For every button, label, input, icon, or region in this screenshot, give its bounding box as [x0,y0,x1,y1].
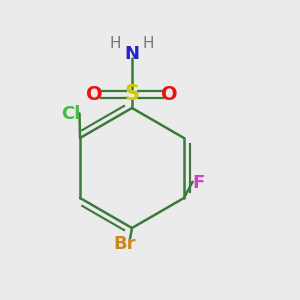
Text: Br: Br [113,235,136,253]
Text: O: O [86,85,103,104]
Text: H: H [110,36,121,51]
Text: O: O [161,85,178,104]
Text: H: H [143,36,154,51]
Text: S: S [124,85,140,104]
Text: N: N [124,45,140,63]
Text: F: F [192,174,204,192]
Text: Cl: Cl [61,105,80,123]
